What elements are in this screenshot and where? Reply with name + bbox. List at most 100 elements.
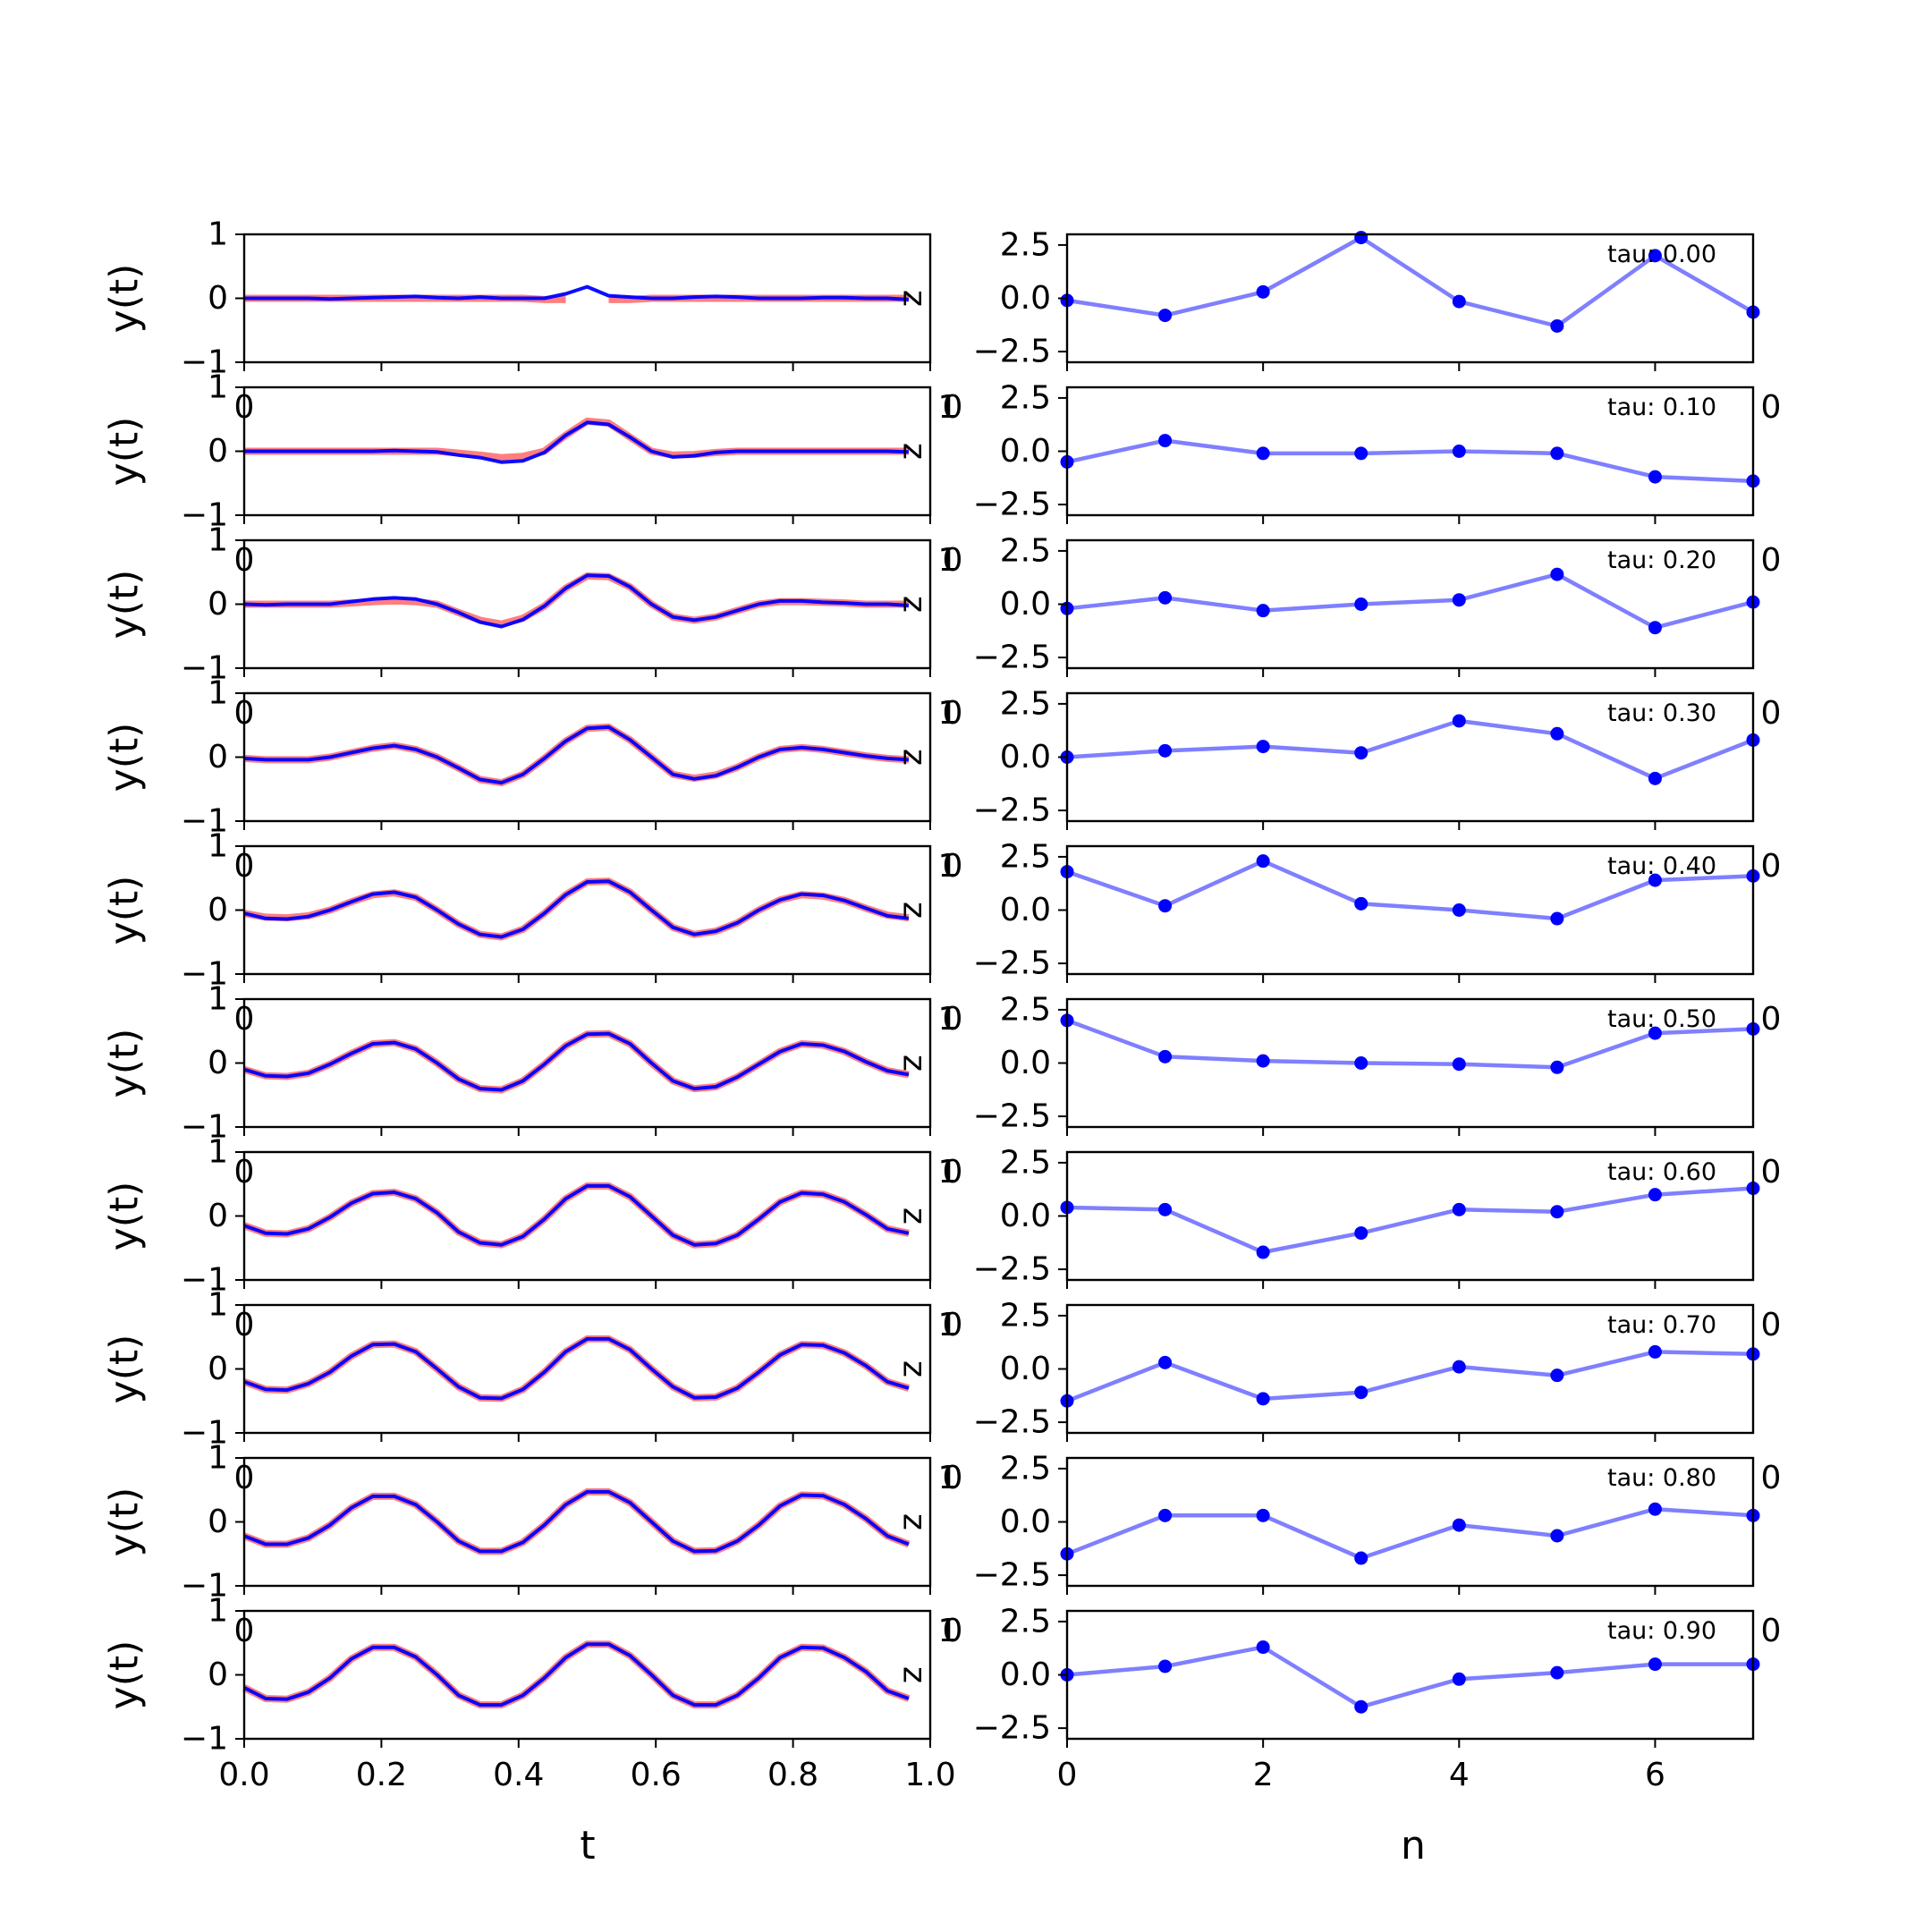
reconstruction-line (242, 1030, 910, 1094)
left-axes-frame (242, 1150, 932, 1282)
overlap-tick-label: 1 (938, 1154, 959, 1191)
coefficient-point (1648, 1502, 1662, 1516)
tau-label: tau: 0.80 (1607, 1464, 1716, 1492)
y-tick-label: 0 (208, 1351, 228, 1387)
coefficient-point (1550, 567, 1564, 581)
y-tick-label: 0.0 (1000, 1045, 1051, 1081)
y-tick-label: 0 (208, 1657, 228, 1693)
coefficient-line (1066, 859, 1754, 921)
y-axis-label: y(t) (102, 1640, 148, 1710)
left-panel-0: z −1 0 1 y(t) (102, 216, 933, 381)
coefficient-point (1354, 746, 1368, 760)
y-axis-label: y(t) (102, 876, 148, 945)
y-tick-label: 0.0 (1000, 433, 1051, 470)
coefficient-point (1158, 1049, 1173, 1063)
y-tick-label: −2.5 (973, 1557, 1051, 1594)
x-tick-label: 6 (1645, 1757, 1665, 1793)
y-axis-label: y(t) (102, 417, 148, 487)
overlap-tick-label: 0 (943, 1001, 963, 1038)
coefficient-point (1648, 873, 1662, 887)
y-tick-label: 2.5 (1000, 838, 1051, 875)
y-tick-label: 0.0 (1000, 1351, 1051, 1387)
y-tick-label: −2.5 (973, 334, 1051, 370)
signal-line (243, 573, 910, 629)
coefficient-point (1550, 911, 1564, 926)
left-axes-frame (242, 844, 932, 976)
x-tick-label: 0.6 (631, 1757, 682, 1793)
y-tick-label: 1 (208, 828, 228, 865)
y-tick-label: 1 (208, 1134, 228, 1171)
y-tick-label: 1 (208, 1287, 228, 1324)
reconstruction-line (242, 1640, 911, 1709)
coefficient-point (1256, 1508, 1270, 1522)
coefficient-line (1066, 438, 1754, 484)
y-axis-label: y(t) (102, 1335, 148, 1404)
coefficient-point (1550, 726, 1564, 741)
right-panel-2: 0 0 tau: 0.20 2.5 0.0 −2.5 (943, 532, 1781, 677)
z-marker-text: z (896, 1208, 933, 1224)
coefficient-point (1452, 1518, 1466, 1532)
signal-line (243, 1031, 910, 1092)
z-marker-text: z (896, 1360, 933, 1377)
y-tick-label: 0.0 (1000, 280, 1051, 317)
overlap-tick-label: 1 (938, 1307, 959, 1343)
y-axis-label: y(t) (102, 723, 148, 792)
tau-label: tau: 0.50 (1607, 1005, 1716, 1033)
tau-label: tau: 0.10 (1607, 394, 1716, 421)
coefficient-point (1648, 1344, 1662, 1359)
y-tick-label: 0 (208, 892, 228, 928)
coefficient-point (1256, 854, 1270, 869)
right-panel-3: 0 0 tau: 0.30 2.5 0.0 −2.5 (943, 685, 1781, 830)
right-panel-6: 0 0 tau: 0.60 2.5 0.0 −2.5 (943, 1144, 1781, 1289)
coefficient-point (1256, 1392, 1270, 1406)
y-tick-label: 2.5 (1000, 379, 1051, 416)
overlap-tick-label: 0 (943, 389, 963, 426)
y-tick-label: −1 (181, 1415, 228, 1452)
coefficient-point (1158, 309, 1173, 323)
z-marker-text: z (896, 749, 933, 766)
coefficient-point (1158, 743, 1173, 758)
right-panel-0: tau: 0.00 2.5 0.0 −2.5 (973, 226, 1760, 371)
coefficient-point (1648, 1026, 1662, 1040)
y-tick-label: 0.0 (1000, 1657, 1051, 1693)
overlap-tick-label: 0 (943, 1154, 963, 1191)
coefficient-point (1354, 1056, 1368, 1070)
y-tick-label: 2.5 (1000, 1603, 1051, 1640)
signal-line (243, 724, 910, 785)
coefficient-point (1550, 1665, 1564, 1680)
overlap-tick-label: 1 (938, 389, 959, 426)
y-tick-label: 0.0 (1000, 739, 1051, 775)
y-tick-label: 0.0 (1000, 892, 1051, 928)
overlap-tick-label: 0 (1761, 848, 1782, 885)
signal-line (243, 1183, 910, 1247)
z-marker-text: z (896, 1055, 933, 1072)
overlap-tick-label: 0 (1761, 389, 1782, 426)
coefficient-line (1066, 718, 1754, 781)
y-tick-label: −2.5 (973, 487, 1051, 523)
y-tick-label: 1 (208, 522, 228, 559)
tau-label: tau: 0.00 (1607, 241, 1716, 268)
y-axis-label: y(t) (102, 1182, 148, 1251)
overlap-tick-label: 0 (1761, 1460, 1782, 1496)
x-tick-label: 0.8 (767, 1757, 818, 1793)
coefficient-line (1066, 1645, 1753, 1709)
reconstruction-line (242, 1335, 911, 1402)
coefficient-point (1354, 896, 1368, 911)
y-tick-label: 0.0 (1000, 1504, 1051, 1540)
y-tick-label: 1 (208, 1440, 228, 1477)
y-tick-label: 0 (208, 280, 228, 317)
y-axis-label: y(t) (102, 1029, 148, 1098)
coefficient-point (1158, 590, 1173, 605)
coefficient-point (1452, 1360, 1466, 1374)
coefficient-point (1158, 1659, 1173, 1674)
x-tick-label: 0.2 (356, 1757, 407, 1793)
y-axis-label: y(t) (102, 570, 148, 640)
y-tick-label: −1 (181, 1262, 228, 1299)
